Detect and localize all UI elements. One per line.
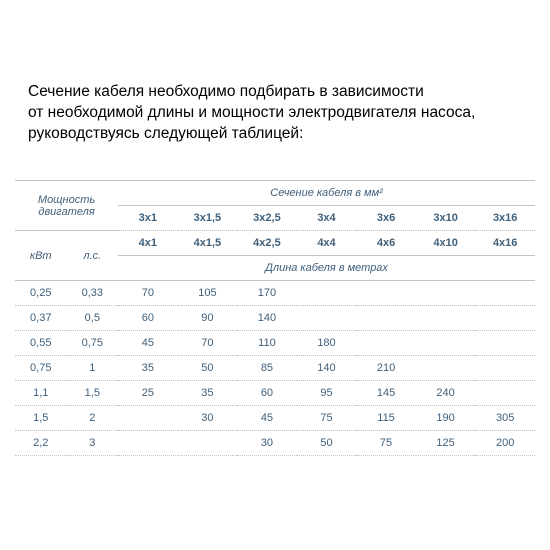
cell-kw: 0,55: [15, 331, 67, 356]
cell: [475, 331, 535, 356]
intro-line-3: руководствуясь следующей таблицей:: [28, 125, 303, 142]
cell: 105: [178, 281, 238, 306]
intro-line-2: от необходимой длины и мощности электрод…: [28, 104, 475, 121]
col-4x4: 4x4: [297, 231, 357, 256]
cell-ls: 0,75: [67, 331, 119, 356]
table-row: 1,5 2 30 45 75 115 190 305: [15, 406, 535, 431]
cell-kw: 1,5: [15, 406, 67, 431]
cell: 125: [416, 431, 476, 456]
cell: [475, 381, 535, 406]
cell: 35: [118, 356, 178, 381]
cell: 145: [356, 381, 416, 406]
cell-kw: 0,37: [15, 306, 67, 331]
col-4x16: 4x16: [475, 231, 535, 256]
cell: 25: [118, 381, 178, 406]
cell-kw: 0,25: [15, 281, 67, 306]
col-4x2-5: 4x2,5: [237, 231, 297, 256]
cell: [475, 356, 535, 381]
cell: [416, 306, 476, 331]
cell: 75: [356, 431, 416, 456]
cell: [297, 281, 357, 306]
cell: [416, 331, 476, 356]
table-row: 2,2 3 30 50 75 125 200: [15, 431, 535, 456]
table-row: 0,75 1 35 50 85 140 210: [15, 356, 535, 381]
cell-kw: 0,75: [15, 356, 67, 381]
cell: 140: [237, 306, 297, 331]
intro-text: Сечение кабеля необходимо подбирать в за…: [28, 82, 535, 145]
cell-ls: 0,5: [67, 306, 119, 331]
cell: 60: [118, 306, 178, 331]
cell: [416, 281, 476, 306]
cell: [356, 306, 416, 331]
header-ls: л.с.: [67, 231, 119, 281]
cell: 180: [297, 331, 357, 356]
cell: [356, 281, 416, 306]
cell: 200: [475, 431, 535, 456]
cell-ls: 3: [67, 431, 119, 456]
cell: 45: [237, 406, 297, 431]
cell: [356, 331, 416, 356]
cell: 190: [416, 406, 476, 431]
cell: 170: [237, 281, 297, 306]
cell-kw: 1,1: [15, 381, 67, 406]
cell: [475, 306, 535, 331]
intro-line-1: Сечение кабеля необходимо подбирать в за…: [28, 83, 424, 100]
cell: [297, 306, 357, 331]
cell: 75: [297, 406, 357, 431]
cell: 35: [178, 381, 238, 406]
table-row: 0,55 0,75 45 70 110 180: [15, 331, 535, 356]
header-power-label: Мощность двигателя: [15, 181, 118, 231]
cell: [416, 356, 476, 381]
cell-ls: 0,33: [67, 281, 119, 306]
table-row: 1,1 1,5 25 35 60 95 145 240: [15, 381, 535, 406]
cell: 140: [297, 356, 357, 381]
header-length-label: Длина кабеля в метрах: [118, 256, 535, 281]
col-3x6: 3x6: [356, 206, 416, 231]
cell: 210: [356, 356, 416, 381]
cell: 45: [118, 331, 178, 356]
cell: [118, 431, 178, 456]
cable-table: Мощность двигателя Сечение кабеля в мм² …: [15, 180, 535, 456]
table-row: 0,37 0,5 60 90 140: [15, 306, 535, 331]
cell: 305: [475, 406, 535, 431]
cell: 115: [356, 406, 416, 431]
cell: 85: [237, 356, 297, 381]
cell: 70: [118, 281, 178, 306]
col-3x4: 3x4: [297, 206, 357, 231]
cell: 60: [237, 381, 297, 406]
cell: 50: [178, 356, 238, 381]
cell: [475, 281, 535, 306]
cell: [118, 406, 178, 431]
cell: 30: [178, 406, 238, 431]
cell-ls: 2: [67, 406, 119, 431]
cable-table-wrapper: Мощность двигателя Сечение кабеля в мм² …: [15, 180, 535, 456]
col-4x1: 4x1: [118, 231, 178, 256]
cell: 70: [178, 331, 238, 356]
col-3x1-5: 3x1,5: [178, 206, 238, 231]
cell: 240: [416, 381, 476, 406]
col-4x1-5: 4x1,5: [178, 231, 238, 256]
cell: 30: [237, 431, 297, 456]
cell-ls: 1: [67, 356, 119, 381]
cell: 90: [178, 306, 238, 331]
col-3x1: 3x1: [118, 206, 178, 231]
col-3x16: 3x16: [475, 206, 535, 231]
header-kw: кВт: [15, 231, 67, 281]
header-section-label: Сечение кабеля в мм²: [118, 181, 535, 206]
col-3x10: 3x10: [416, 206, 476, 231]
col-3x2-5: 3x2,5: [237, 206, 297, 231]
cell-ls: 1,5: [67, 381, 119, 406]
cell: 50: [297, 431, 357, 456]
cell: 95: [297, 381, 357, 406]
cell: [178, 431, 238, 456]
table-row: 0,25 0,33 70 105 170: [15, 281, 535, 306]
col-4x6: 4x6: [356, 231, 416, 256]
col-4x10: 4x10: [416, 231, 476, 256]
cell: 110: [237, 331, 297, 356]
cell-kw: 2,2: [15, 431, 67, 456]
